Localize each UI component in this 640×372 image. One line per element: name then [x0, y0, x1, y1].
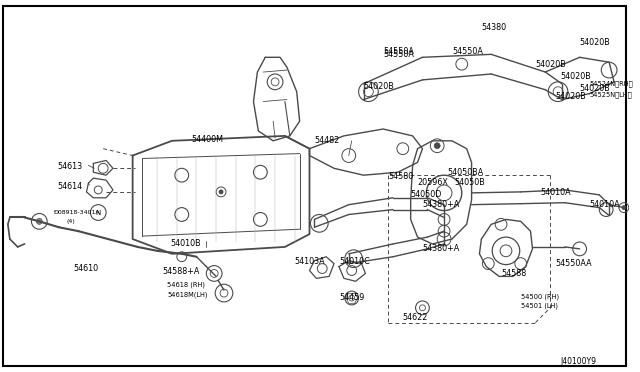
Text: 54103A: 54103A [295, 257, 325, 266]
Text: (4): (4) [67, 219, 76, 224]
Text: 54010C: 54010C [339, 257, 370, 266]
Text: 54010B: 54010B [170, 239, 200, 248]
Circle shape [219, 190, 223, 194]
Text: 54525N〈LH〉: 54525N〈LH〉 [589, 92, 632, 98]
Text: 54550AA: 54550AA [555, 259, 592, 268]
Text: 54380+A: 54380+A [422, 200, 460, 209]
Text: 54500 (RH): 54500 (RH) [521, 293, 559, 299]
Text: 54020B: 54020B [536, 60, 566, 69]
Text: 54618 (RH): 54618 (RH) [167, 281, 205, 288]
Text: 54580: 54580 [388, 172, 413, 181]
Text: 54050D: 54050D [411, 190, 442, 199]
Text: 54380: 54380 [481, 23, 506, 32]
Text: Ð08918-3401A: Ð08918-3401A [54, 209, 100, 215]
Text: 54400M: 54400M [191, 135, 223, 144]
Text: 54020B: 54020B [580, 38, 611, 46]
Text: 54482: 54482 [314, 136, 340, 145]
Text: 54020B: 54020B [555, 92, 586, 101]
Text: 54501 (LH): 54501 (LH) [521, 303, 557, 310]
Text: 54550A: 54550A [452, 48, 483, 57]
Text: 54618M(LH): 54618M(LH) [167, 291, 207, 298]
Text: 20596X: 20596X [417, 178, 449, 187]
Text: 54614: 54614 [57, 182, 82, 191]
Text: 54380+A: 54380+A [422, 244, 460, 253]
Text: N: N [95, 209, 101, 215]
Text: 54010A: 54010A [540, 188, 571, 197]
Text: 54020B: 54020B [364, 82, 394, 91]
Circle shape [435, 143, 440, 149]
Text: 54050B: 54050B [454, 178, 484, 187]
Text: 54459: 54459 [339, 293, 364, 302]
Text: 54550A: 54550A [383, 48, 414, 57]
Text: 54610: 54610 [74, 264, 99, 273]
Text: 54050BA: 54050BA [447, 168, 483, 177]
Circle shape [622, 206, 626, 209]
Text: 54588: 54588 [501, 269, 526, 278]
Text: 54020B: 54020B [560, 72, 591, 81]
Text: 54010A: 54010A [589, 200, 620, 209]
Text: 54622: 54622 [403, 313, 428, 322]
Text: 54524N〈RH〉: 54524N〈RH〉 [589, 80, 633, 87]
Text: 54613: 54613 [57, 163, 82, 171]
Text: 54550A: 54550A [383, 51, 414, 60]
Text: 54020B: 54020B [580, 84, 611, 93]
Text: 54588+A: 54588+A [162, 267, 200, 276]
Circle shape [36, 218, 42, 224]
Text: J40100Y9: J40100Y9 [560, 357, 596, 366]
